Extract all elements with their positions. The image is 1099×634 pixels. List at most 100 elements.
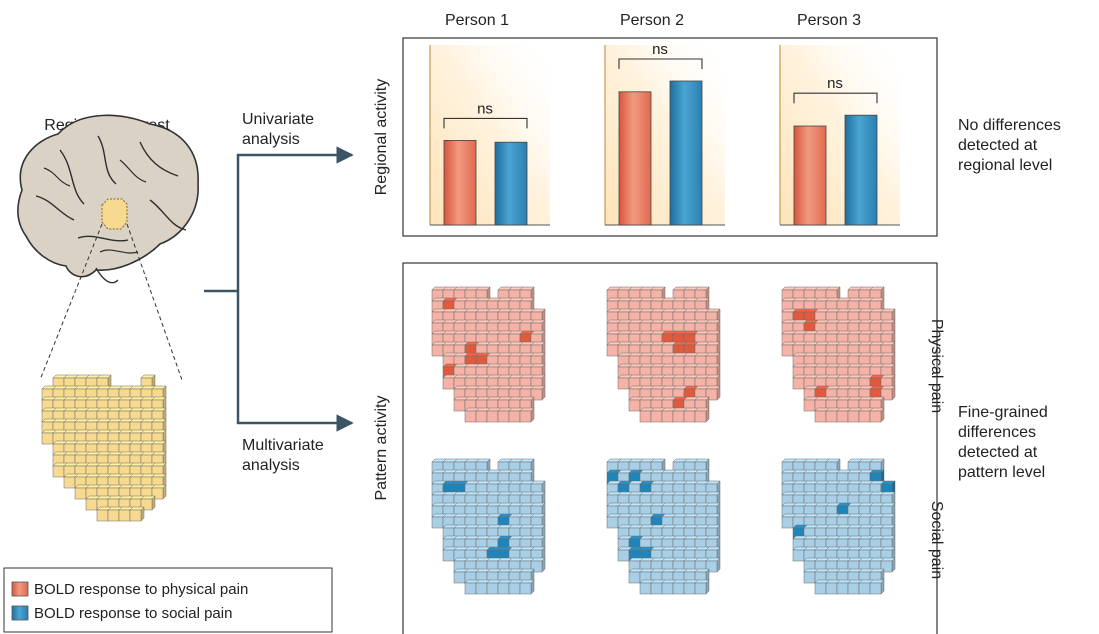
voxel	[880, 385, 896, 401]
legend-swatch-physical	[11, 581, 29, 597]
voxel	[705, 502, 721, 518]
voxel	[705, 557, 721, 573]
social-pain-pattern-3	[781, 458, 896, 595]
multivariate-label-line1: Multivariate	[242, 437, 324, 454]
bar-social-pain	[669, 80, 703, 226]
voxel	[140, 374, 156, 390]
voxel	[880, 502, 896, 518]
voxel	[869, 579, 885, 595]
voxel	[530, 352, 546, 368]
voxel	[519, 407, 535, 423]
voxel	[705, 535, 721, 551]
voxel	[530, 374, 546, 390]
voxel	[151, 473, 167, 489]
voxel	[530, 557, 546, 573]
voxel	[869, 396, 885, 412]
legend-label-social: BOLD response to social pain	[34, 605, 232, 622]
regional-chart-3: ns	[779, 45, 900, 226]
legend-label-physical: BOLD response to physical pain	[34, 581, 248, 598]
voxel	[530, 535, 546, 551]
voxel	[140, 495, 156, 511]
regional-chart-1: ns	[429, 45, 550, 226]
voxel	[694, 458, 710, 474]
voxel	[151, 484, 167, 500]
bar-physical-pain	[443, 139, 477, 226]
pattern-activity-ylabel: Pattern activity	[373, 396, 390, 501]
pattern-note-line1: Fine-grained	[958, 404, 1048, 421]
voxel	[530, 513, 546, 529]
pattern-note-line3: detected at	[958, 444, 1038, 461]
analysis-arrows	[204, 146, 354, 432]
voxel	[705, 546, 721, 562]
voxel	[705, 363, 721, 379]
voxel	[530, 491, 546, 507]
voxel	[151, 462, 167, 478]
voxel	[694, 407, 710, 423]
multivariate-label-line2: analysis	[242, 457, 300, 474]
bar-physical-pain	[618, 91, 652, 226]
row-label-physical: Physical pain	[928, 319, 945, 413]
voxel	[880, 491, 896, 507]
voxel	[705, 374, 721, 390]
person-1-label: Person 1	[445, 12, 509, 29]
regional-bar-charts: ns ns ns	[429, 41, 900, 226]
voxel	[694, 469, 710, 485]
significance-label: ns	[652, 41, 668, 58]
pattern-note-line4: pattern level	[958, 464, 1045, 481]
univariate-label-line1: Univariate	[242, 111, 314, 128]
voxel	[129, 506, 145, 522]
voxel	[519, 568, 535, 584]
person-3-label: Person 3	[797, 12, 861, 29]
voxel	[475, 286, 491, 302]
bar-physical-pain	[793, 125, 827, 226]
voxel	[519, 458, 535, 474]
voxel	[530, 385, 546, 401]
voxel	[869, 297, 885, 313]
voxel	[705, 341, 721, 357]
voxel	[694, 297, 710, 313]
roi-patch	[101, 198, 128, 230]
voxel	[880, 557, 896, 573]
voxel	[705, 330, 721, 346]
regional-note-line3: regional level	[958, 157, 1052, 174]
voxel	[530, 363, 546, 379]
voxel	[694, 579, 710, 595]
legend-swatch-social	[11, 605, 29, 621]
physical-pain-pattern-3	[781, 286, 896, 423]
voxel	[530, 330, 546, 346]
voxel	[880, 513, 896, 529]
significance-bracket	[618, 58, 703, 69]
regional-chart-2: ns	[604, 41, 725, 226]
bar-social-pain	[494, 141, 528, 226]
regional-activity-ylabel: Regional activity	[373, 79, 390, 196]
voxel	[530, 308, 546, 324]
voxel	[869, 407, 885, 423]
roi-voxel-grid	[41, 374, 167, 522]
voxel	[530, 319, 546, 335]
significance-label: ns	[477, 100, 493, 117]
row-label-social: Social pain	[928, 501, 945, 579]
voxel	[530, 341, 546, 357]
voxel	[705, 524, 721, 540]
voxel	[151, 418, 167, 434]
brain-illustration	[17, 114, 199, 284]
significance-bracket	[443, 117, 528, 129]
voxel	[880, 308, 896, 324]
legend	[3, 567, 333, 633]
voxel	[869, 469, 885, 485]
voxel	[880, 535, 896, 551]
significance-bracket	[793, 92, 878, 104]
voxel	[705, 319, 721, 335]
roi-voxels	[41, 374, 167, 522]
physical-pain-pattern-2	[606, 286, 721, 423]
bar-social-pain	[844, 114, 878, 226]
voxel	[650, 286, 666, 302]
univariate-label-line2: analysis	[242, 131, 300, 148]
social-pain-pattern-1	[431, 458, 546, 595]
voxel	[880, 341, 896, 357]
voxel	[825, 286, 841, 302]
pattern-voxel-grids	[431, 286, 896, 595]
voxel	[705, 513, 721, 529]
voxel	[151, 407, 167, 423]
